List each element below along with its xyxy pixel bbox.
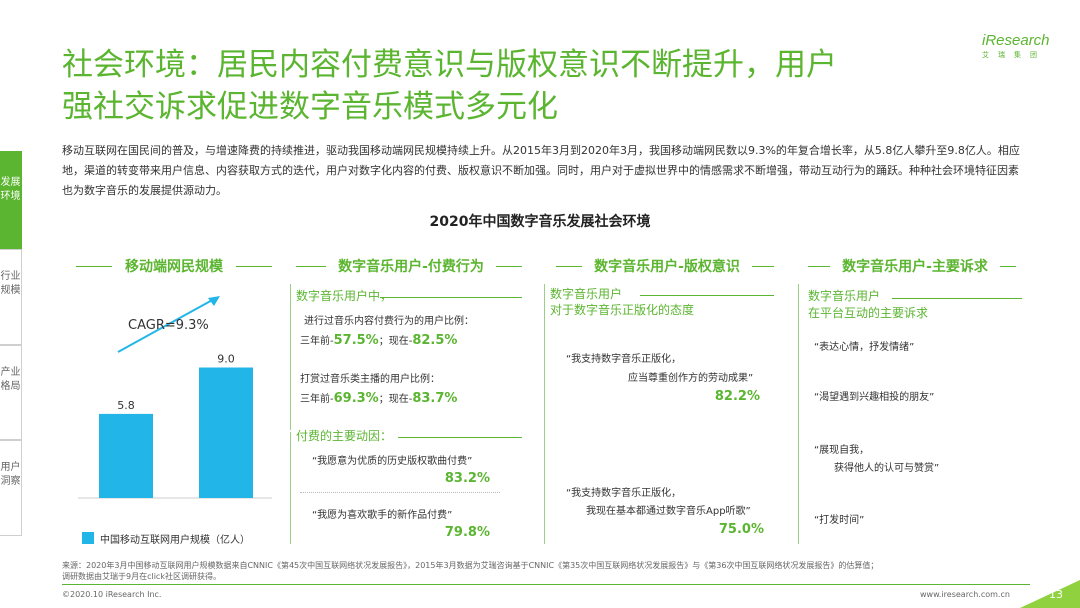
col2-quote1-pct: 83.2% <box>444 471 490 486</box>
col2-item2-values: 三年前-69.3%；现在-83.7% <box>300 392 457 407</box>
cagr-label: CAGR=9.3% <box>128 318 209 333</box>
footer-website: www.iresearch.com.cn <box>920 590 1010 599</box>
nav-item-insight[interactable]: 用户洞察 <box>0 440 22 536</box>
col2-quote2-pct: 79.8% <box>444 525 490 540</box>
col2-vline-2 <box>290 432 291 544</box>
col3-header-line-left <box>556 266 582 267</box>
legend-swatch <box>82 532 94 544</box>
footer-copyright: ©2020.10 iResearch Inc. <box>62 590 162 599</box>
nav-item-scale[interactable]: 行业规模 <box>0 249 22 345</box>
col4-lead-line <box>892 298 1022 299</box>
col4-quote4: “打发时间” <box>814 515 865 526</box>
col3-quote1-line2: 应当尊重创作方的劳动成果” <box>628 373 754 384</box>
col4-lead1: 数字音乐用户 <box>808 289 881 303</box>
col2-header: 数字音乐用户-付费行为 <box>338 259 484 275</box>
cagr-arrow <box>117 296 220 353</box>
col3-quote1-pct: 82.2% <box>714 389 760 404</box>
col2-header-line-left <box>296 266 326 267</box>
col2-quote2: “我愿为喜欢歌手的新作品付费” <box>312 510 453 521</box>
x-tick-label: 2020.3 <box>207 508 246 510</box>
footer-source-line1: 来源：2020年3月中国移动互联网用户规模数据来自CNNIC《第45次中国互联网… <box>62 561 879 570</box>
col3-quote2-pct: 75.0% <box>718 522 764 537</box>
col3-vline <box>544 284 545 544</box>
page-title-line2: 强社交诉求促进数字音乐模式多元化 <box>62 89 558 125</box>
nav-item-label: 行业规模 <box>0 271 21 296</box>
nav-item-label: 发展环境 <box>0 177 21 202</box>
page-title: 社会环境：居民内容付费意识与版权意识不断提升，用户 强社交诉求促进数字音乐模式多… <box>62 44 962 128</box>
footer-source: 来源：2020年3月中国移动互联网用户规模数据来自CNNIC《第45次中国互联网… <box>62 560 1022 582</box>
col4-header-line-right <box>1000 266 1016 267</box>
col1-header: 移动端网民规模 <box>125 259 223 275</box>
x-tick-label: 2015.3 <box>107 508 146 510</box>
col3-header: 数字音乐用户-版权意识 <box>594 259 740 275</box>
col2-item1-values: 三年前-57.5%；现在-82.5% <box>300 334 457 349</box>
col2-quote1: “我愿意为优质的历史版权歌曲付费” <box>312 456 473 467</box>
col4-quote3-line2: 获得他人的认可与赞赏” <box>834 463 940 474</box>
col1-header-line-left <box>76 266 112 267</box>
col3-quote1-line1: “我支持数字音乐正版化， <box>566 354 682 365</box>
nav-item-environment[interactable]: 发展环境 <box>0 151 22 249</box>
col2-vline-1 <box>290 284 291 430</box>
bar-categories: 2015.3 2020.3 <box>107 508 246 510</box>
col4-quote3-line1: “展现自我， <box>814 445 870 456</box>
bar-value-label: 5.8 <box>117 399 135 412</box>
col4-header-line-left <box>808 266 830 267</box>
logo-subtext: 艾瑞集团 <box>982 51 1046 59</box>
col2-item2-prefix: 三年前- <box>300 394 334 405</box>
col2-lead-line <box>380 297 522 298</box>
col2-item1-prefix: 三年前- <box>300 336 334 347</box>
col2-motive-line <box>398 437 522 438</box>
description-text: 移动互联网在国民间的普及，与增速降费的持续推进，驱动我国移动端网民规模持续上升。… <box>62 144 1020 197</box>
col3-lead-line <box>640 295 774 296</box>
logo-text: iResearch <box>982 32 1050 49</box>
col3-lead1: 数字音乐用户 <box>550 287 623 301</box>
col2-item1-mid: ；现在- <box>378 336 413 347</box>
legend-label: 中国移动互联网用户规模（亿人） <box>100 535 250 546</box>
col2-lead: 数字音乐用户中， <box>296 289 393 303</box>
col2-item2-then: 69.3% <box>333 391 379 406</box>
col2-item2-now: 83.7% <box>412 391 458 406</box>
col3-quote2-line2: 我现在基本都通过数字音乐App听歌” <box>586 506 751 517</box>
col3-header-line-right <box>752 266 774 267</box>
chart-subtitle: 2020年中国数字音乐发展社会环境 <box>429 214 651 230</box>
col3-quote2-line1: “我支持数字音乐正版化， <box>566 488 682 499</box>
col2-header-line-right <box>496 266 522 267</box>
footer-line <box>62 584 1030 585</box>
col2-divider <box>300 492 500 493</box>
col2-item1-then: 57.5% <box>333 333 379 348</box>
col2-item2-mid: ；现在- <box>378 394 413 405</box>
col4-vline <box>798 284 799 544</box>
footer-source-line2: 调研数据由艾瑞于9月在click社区调研获得。 <box>62 572 221 581</box>
col1-header-line-right <box>236 266 272 267</box>
nav-item-structure[interactable]: 产业格局 <box>0 345 22 440</box>
col2-item2-label: 打赏过音乐类主播的用户比例： <box>300 374 440 385</box>
bar-values: 5.8 9.0 <box>117 353 235 412</box>
col2-motive-title: 付费的主要动因： <box>296 429 393 443</box>
col2-item1-now: 82.5% <box>412 333 458 348</box>
bar-2020.3 <box>199 367 253 498</box>
col4-quote2: “渴望遇到兴趣相投的朋友” <box>814 392 935 403</box>
col4-quote1: “表达心情，抒发情绪” <box>814 342 915 353</box>
col3-lead2: 对于数字音乐正版化的态度 <box>550 303 695 317</box>
nav-item-label: 产业格局 <box>0 367 21 392</box>
nav-item-label: 用户洞察 <box>0 462 21 487</box>
bar-value-label: 9.0 <box>217 353 235 366</box>
col2-item1-label: 进行过音乐内容付费行为的用户比例： <box>304 316 474 327</box>
col4-header: 数字音乐用户-主要诉求 <box>842 259 988 275</box>
side-nav: 发展环境 行业规模 产业格局 用户洞察 <box>0 151 24 536</box>
page-title-line1: 社会环境：居民内容付费意识与版权意识不断提升，用户 <box>62 47 837 83</box>
page-number: 13 <box>1049 588 1063 601</box>
col4-lead2: 在平台互动的主要诉求 <box>808 306 929 320</box>
bar-chart: 5.8 9.0 2015.3 2020.3 <box>78 353 272 510</box>
corner-decoration <box>1020 580 1080 608</box>
bars-layer <box>99 367 253 498</box>
bar-2015.3 <box>99 413 153 498</box>
iresearch-logo: iResearch 艾瑞集团 <box>982 32 1072 72</box>
